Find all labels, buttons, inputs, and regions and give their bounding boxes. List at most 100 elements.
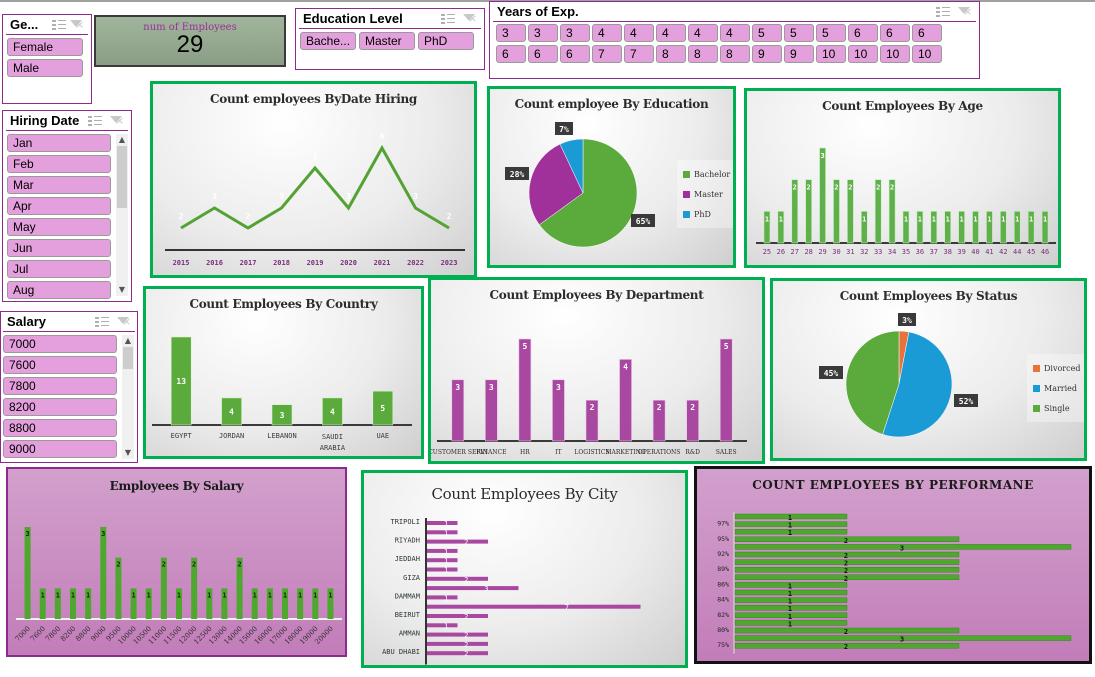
bar[interactable] xyxy=(1041,211,1049,244)
bar[interactable] xyxy=(145,588,152,619)
hiring-scrollbar[interactable]: ▲ ▼ xyxy=(116,134,128,296)
multi-select-icon[interactable] xyxy=(52,19,66,31)
bar[interactable] xyxy=(986,211,993,244)
chart-age[interactable]: Count Employees By Age 1 25 1 26 2 27 2 28 3 29 2 3… xyxy=(744,88,1061,268)
bar[interactable] xyxy=(271,404,293,426)
bar[interactable] xyxy=(115,557,122,619)
bar[interactable] xyxy=(427,614,488,618)
chart-department[interactable]: Count Employees By Department 3 CUSTOMER … xyxy=(428,277,765,464)
legend-item[interactable]: Married xyxy=(1033,378,1080,398)
bar[interactable] xyxy=(85,588,92,619)
bar[interactable] xyxy=(427,539,488,544)
years-slicer-item[interactable]: 6 xyxy=(912,24,942,42)
years-slicer-item[interactable]: 5 xyxy=(752,24,782,42)
hiring-slicer-item[interactable]: Jul xyxy=(7,260,111,278)
pie-slice-married[interactable] xyxy=(882,331,953,438)
scroll-up-icon[interactable]: ▲ xyxy=(124,336,132,345)
scroll-down-icon[interactable]: ▼ xyxy=(118,285,126,294)
bar[interactable] xyxy=(930,211,938,244)
years-slicer-item[interactable]: 4 xyxy=(624,24,654,42)
bar[interactable] xyxy=(427,530,458,535)
clear-filter-icon[interactable] xyxy=(117,316,131,328)
legend-item[interactable]: Divorced xyxy=(1033,358,1080,378)
bar[interactable] xyxy=(427,623,458,628)
bar[interactable] xyxy=(160,557,167,619)
years-slicer-item[interactable]: 5 xyxy=(784,24,814,42)
bar[interactable] xyxy=(427,558,458,563)
bar[interactable] xyxy=(427,576,488,581)
bar[interactable] xyxy=(972,211,979,244)
years-slicer-item[interactable]: 3 xyxy=(496,24,526,42)
clear-filter-icon[interactable] xyxy=(70,19,84,31)
scroll-thumb[interactable] xyxy=(123,347,133,369)
bar[interactable] xyxy=(652,399,666,442)
years-slicer-item[interactable]: 8 xyxy=(720,45,750,63)
years-slicer-item[interactable]: 5 xyxy=(816,24,846,42)
chart-country[interactable]: Count Employees By Country 13 EGYPT 4 JORDA… xyxy=(143,286,424,459)
chart-hiring-date[interactable]: Count employees ByDate Hiring 2 2015 3 2016… xyxy=(150,81,477,278)
bar[interactable] xyxy=(427,595,458,600)
years-slicer-item[interactable]: 4 xyxy=(656,24,686,42)
hiring-slicer-item[interactable]: Jan xyxy=(7,134,111,152)
bar[interactable] xyxy=(327,588,334,619)
bar[interactable] xyxy=(427,604,641,609)
bar[interactable] xyxy=(734,635,1072,641)
bar[interactable] xyxy=(734,597,848,603)
bar[interactable] xyxy=(485,379,498,442)
bar[interactable] xyxy=(944,211,952,244)
bar[interactable] xyxy=(734,604,848,611)
bar[interactable] xyxy=(1000,211,1007,244)
bar[interactable] xyxy=(874,179,882,244)
hiring-slicer-item[interactable]: Mar xyxy=(7,176,111,194)
years-slicer-item[interactable]: 6 xyxy=(496,45,526,63)
bar[interactable] xyxy=(191,557,198,619)
legend-item[interactable]: Bachelor xyxy=(683,164,730,184)
years-slicer-item[interactable]: 3 xyxy=(528,24,558,42)
legend-item[interactable]: Single xyxy=(1033,398,1080,418)
bar[interactable] xyxy=(805,179,812,244)
slicer-item-master[interactable]: Master xyxy=(359,32,415,50)
bar[interactable] xyxy=(734,627,960,634)
bar[interactable] xyxy=(251,588,258,619)
salary-scrollbar[interactable]: ▲ ▼ xyxy=(122,335,134,459)
years-slicer-item[interactable]: 10 xyxy=(912,45,942,63)
bar[interactable] xyxy=(734,566,960,573)
hiring-slicer-item[interactable]: Apr xyxy=(7,197,111,215)
bar[interactable] xyxy=(221,397,242,426)
bar[interactable] xyxy=(427,632,488,637)
scroll-thumb[interactable] xyxy=(117,146,127,208)
line-series[interactable] xyxy=(180,144,450,230)
bar[interactable] xyxy=(130,588,137,619)
chart-salary[interactable]: Employees By Salary 3 7000 1 7600 1 7800 1 8200… xyxy=(6,467,347,657)
bar[interactable] xyxy=(170,336,192,426)
years-slicer-item[interactable]: 6 xyxy=(560,45,590,63)
multi-select-icon[interactable] xyxy=(88,115,102,127)
bar[interactable] xyxy=(734,521,848,527)
scroll-down-icon[interactable]: ▼ xyxy=(124,448,132,457)
years-slicer-item[interactable]: 10 xyxy=(880,45,910,63)
bar[interactable] xyxy=(734,582,848,588)
bar[interactable] xyxy=(734,559,960,565)
bar[interactable] xyxy=(734,612,848,619)
pie-slice-phd[interactable] xyxy=(559,138,584,194)
slicer-item-female[interactable]: Female xyxy=(7,38,83,56)
slicer-item-phd[interactable]: PhD xyxy=(418,32,474,50)
years-slicer-item[interactable]: 4 xyxy=(592,24,622,42)
bar[interactable] xyxy=(847,179,854,244)
years-slicer-item[interactable]: 9 xyxy=(752,45,782,63)
years-slicer-item[interactable]: 9 xyxy=(784,45,814,63)
hiring-slicer-item[interactable]: Aug xyxy=(7,281,111,299)
bar[interactable] xyxy=(902,211,910,244)
salary-slicer-item[interactable]: 9000 xyxy=(3,440,117,458)
legend-item[interactable]: Master xyxy=(683,184,730,204)
bar[interactable] xyxy=(734,589,848,596)
bar[interactable] xyxy=(427,521,458,525)
legend-item[interactable]: PhD xyxy=(683,204,730,224)
bar[interactable] xyxy=(585,399,599,442)
clear-filter-icon[interactable] xyxy=(463,13,477,25)
bar[interactable] xyxy=(282,588,288,619)
bar[interactable] xyxy=(860,211,868,244)
years-slicer-item[interactable]: 7 xyxy=(624,45,654,63)
years-slicer-item[interactable]: 8 xyxy=(656,45,686,63)
